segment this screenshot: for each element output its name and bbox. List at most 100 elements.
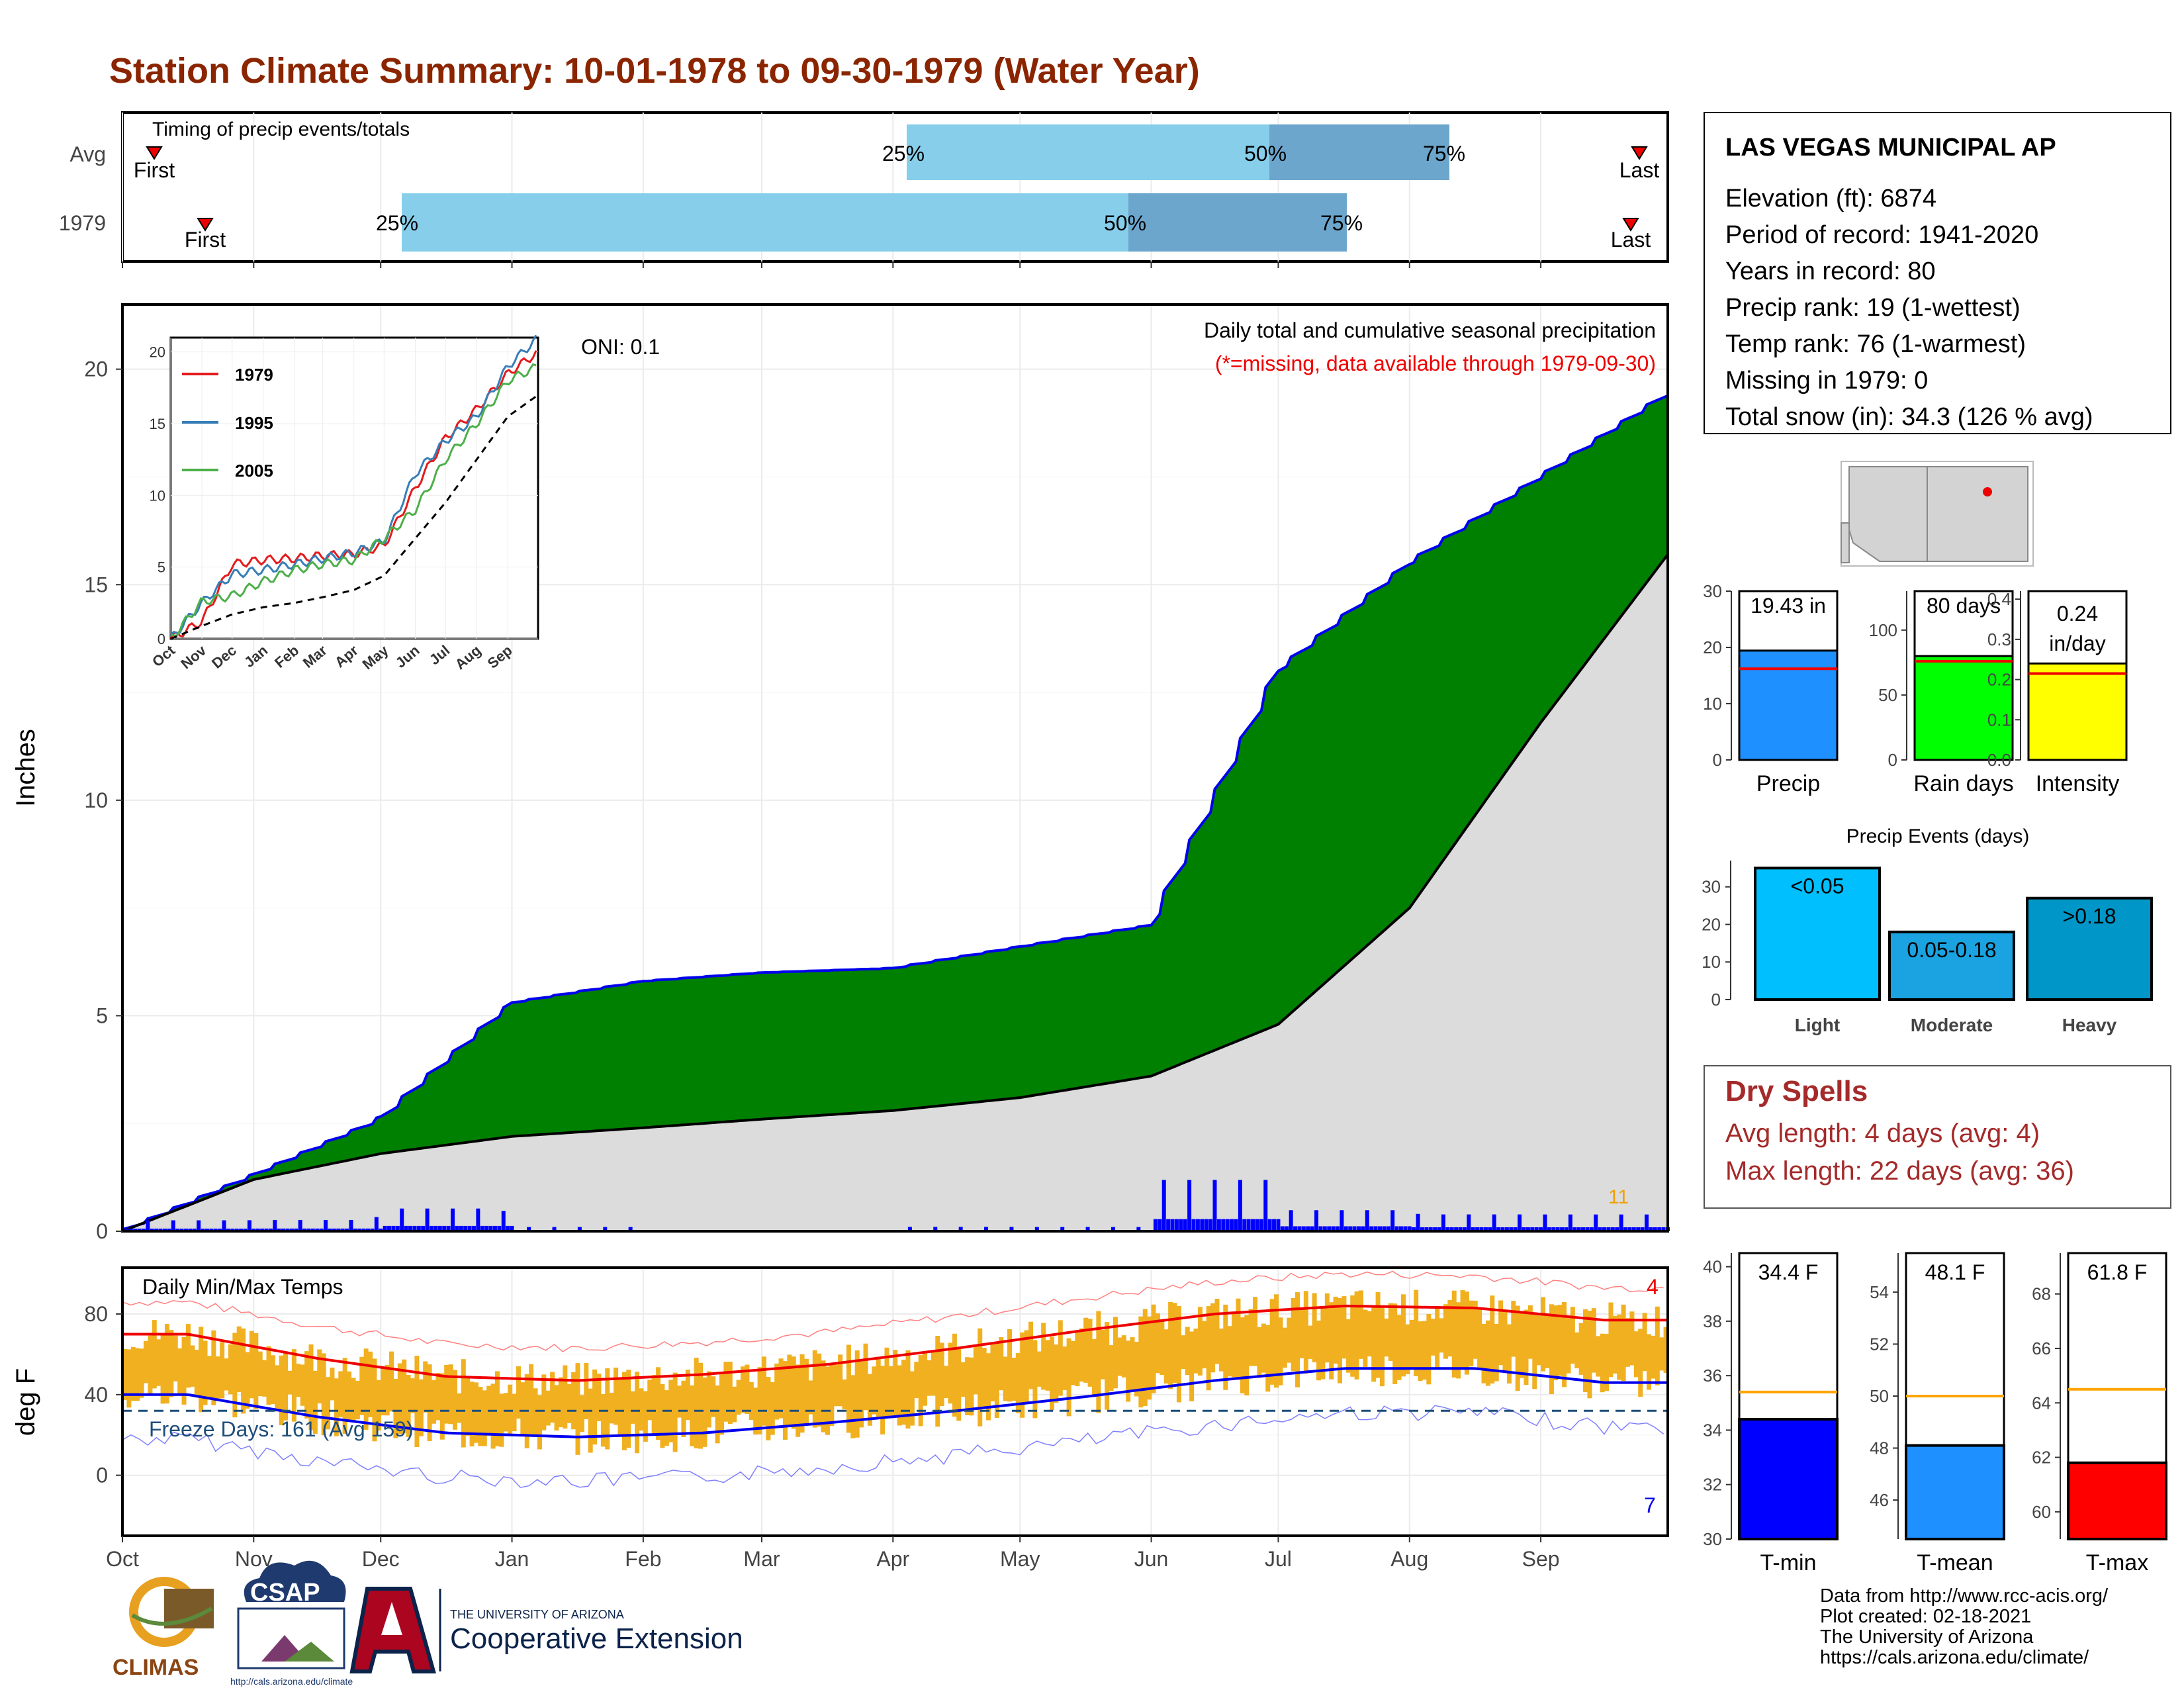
daily-temp-range [1151, 1304, 1156, 1393]
daily-temp-range [592, 1369, 598, 1445]
timing-year-last: Last [1611, 228, 1651, 252]
temp-bar-fill [2067, 1461, 2167, 1541]
daily-temp-range [1532, 1313, 1537, 1389]
daily-precip-bar [1534, 1227, 1539, 1231]
daily-precip-bar [1085, 1227, 1090, 1231]
temp-high-count: 4 [1647, 1275, 1659, 1299]
temp-bar-tick: 34 [1703, 1420, 1722, 1440]
daily-precip-bar [510, 1225, 514, 1231]
daily-temp-range [211, 1330, 216, 1405]
daily-temp-range [326, 1377, 331, 1430]
temp-bar-tick: 38 [1703, 1311, 1722, 1331]
month-tick: Jan [495, 1547, 529, 1571]
daily-temp-range [1469, 1300, 1474, 1366]
daily-temp-range [1206, 1306, 1211, 1391]
daily-temp-range [753, 1387, 758, 1435]
daily-precip-bar [1661, 1227, 1666, 1231]
daily-precip-bar [467, 1225, 472, 1231]
daily-temp-range [1574, 1332, 1580, 1369]
daily-temp-range [1011, 1358, 1017, 1401]
daily-temp-range [1163, 1329, 1169, 1384]
daily-precip-bar [1322, 1226, 1327, 1231]
month-tick: Sep [1522, 1547, 1560, 1571]
daily-temp-range [690, 1385, 695, 1446]
daily-temp-range [1655, 1306, 1660, 1385]
daily-precip-bar [1174, 1219, 1179, 1231]
daily-temp-range [181, 1336, 187, 1405]
avg-cumulative-area [122, 554, 1668, 1231]
station-location-dot [1983, 487, 1992, 496]
daily-precip-bar [1327, 1226, 1332, 1231]
events-y-tick: 0 [1711, 990, 1721, 1009]
daily-temp-range [457, 1393, 462, 1423]
summary-bar-value: 0.24 [2057, 602, 2098, 626]
daily-precip-bar [1318, 1226, 1323, 1231]
daily-precip-bar [1034, 1227, 1039, 1231]
daily-temp-range [808, 1380, 813, 1415]
daily-precip-bar [1136, 1227, 1141, 1231]
daily-temp-range [749, 1382, 754, 1421]
daily-temp-range [215, 1356, 220, 1400]
daily-temp-range [956, 1347, 962, 1421]
daily-temp-range [986, 1353, 991, 1421]
daily-temp-range [1202, 1321, 1207, 1369]
daily-temp-range [931, 1352, 936, 1396]
daily-temp-range [1028, 1321, 1034, 1389]
daily-temp-range [960, 1362, 966, 1397]
daily-temp-range [609, 1393, 614, 1424]
daily-temp-range [1473, 1300, 1478, 1359]
daily-precip-bar [1161, 1180, 1166, 1231]
timing-avg-last: Last [1619, 158, 1660, 182]
daily-temp-range [905, 1350, 911, 1429]
csap-url: http://cals.arizona.edu/climate [230, 1676, 353, 1687]
daily-precip-bar [319, 1228, 324, 1231]
daily-temp-range [1227, 1326, 1232, 1377]
daily-precip-bar [306, 1228, 311, 1231]
timing-avg-first: First [134, 158, 175, 182]
daily-temp-range [249, 1331, 254, 1399]
daily-precip-bar [421, 1225, 426, 1231]
daily-precip-bar [1225, 1219, 1230, 1231]
temp-bar-tick: 60 [2032, 1502, 2051, 1522]
daily-precip-bar [345, 1228, 349, 1231]
events-bar-label: >0.18 [2063, 904, 2116, 928]
summary-bar-fill [1738, 649, 1839, 761]
summary-bar-tick: 20 [1703, 637, 1722, 657]
timing-avg-last-marker [1631, 146, 1648, 160]
daily-precip-bar [273, 1219, 277, 1231]
daily-precip-bar [1179, 1219, 1183, 1231]
daily-temp-range [1430, 1319, 1435, 1356]
daily-precip-bar [1475, 1227, 1480, 1231]
summary-bar-value: 19.43 in [1751, 594, 1826, 618]
daily-temp-range [469, 1382, 475, 1447]
daily-temp-range [1096, 1311, 1101, 1413]
daily-precip-bar [1547, 1227, 1551, 1231]
daily-temp-range [300, 1364, 305, 1406]
timing-year-first: First [185, 228, 226, 252]
timing-year-25-50 [402, 193, 1128, 252]
daily-temp-range [143, 1340, 148, 1383]
daily-temp-range [1511, 1301, 1516, 1357]
daily-precip-bar [1513, 1227, 1518, 1231]
daily-temp-range [965, 1357, 970, 1416]
daily-temp-range [1642, 1313, 1647, 1372]
daily-precip-bar [1653, 1227, 1657, 1231]
timing-year-last-marker [1622, 218, 1639, 232]
daily-temp-range [1498, 1300, 1504, 1366]
daily-temp-range [863, 1343, 868, 1411]
timing-avg-q25: 25% [882, 142, 925, 165]
summary-bar-tick: 0.1 [1987, 710, 2011, 729]
daily-temp-range [266, 1346, 271, 1405]
summary-bar-tick: 0.2 [1987, 670, 2011, 690]
temp-bar-label: T-max [2086, 1550, 2148, 1575]
daily-temp-range [1612, 1315, 1617, 1374]
daily-temp-range [1506, 1324, 1512, 1383]
daily-precip-bar [374, 1217, 379, 1231]
daily-temp-range [1223, 1304, 1228, 1390]
daily-temp-range [224, 1358, 229, 1391]
daily-temp-range [1236, 1298, 1241, 1380]
daily-precip-bar [1433, 1227, 1437, 1231]
daily-precip-bar [1437, 1227, 1441, 1231]
daily-temp-range [575, 1363, 580, 1455]
